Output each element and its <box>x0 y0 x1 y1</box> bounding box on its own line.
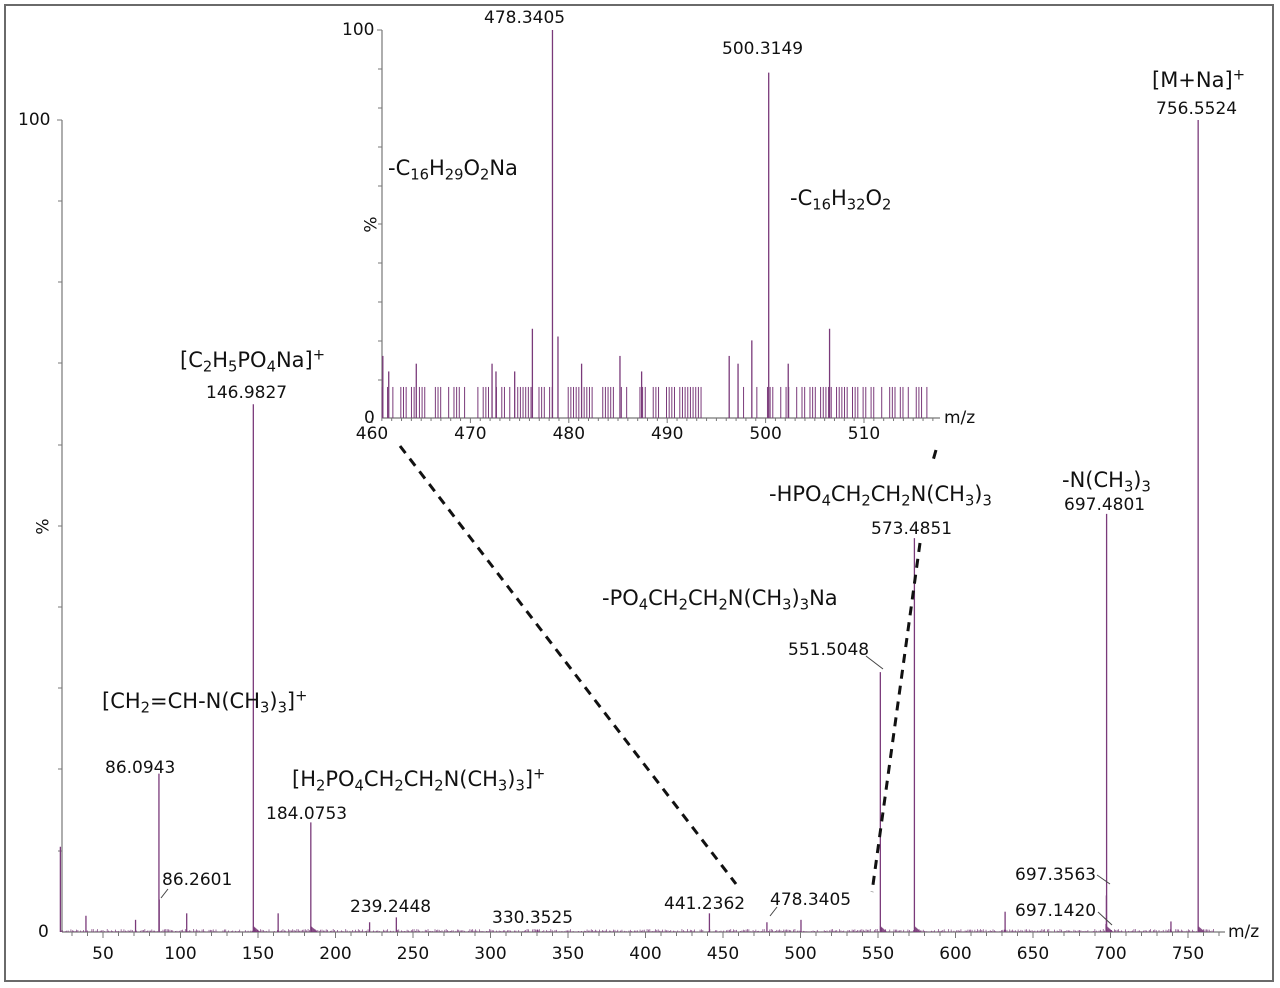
annotation-ch2-ch-n-ch3-3: [CH2=CH-N(CH3)3]+ <box>102 687 308 717</box>
x-tick-label: 350 <box>551 944 585 964</box>
label-leaders <box>160 655 1113 926</box>
inset-y-zero-label: 0 <box>364 408 375 428</box>
main-y-axis-label: % <box>33 518 54 535</box>
main-x-axis-label: m/z <box>1228 922 1260 942</box>
peak-label-86-0943: 86.0943 <box>105 758 176 778</box>
main-peaks <box>59 120 1216 932</box>
peak-label-573-4851: 573.4851 <box>871 519 953 539</box>
inset-x-axis <box>371 417 940 423</box>
main-y-top-label: 100 <box>18 110 51 130</box>
x-tick-label: 480 <box>552 424 586 444</box>
inset-y-axis-label: % <box>361 216 382 233</box>
inset-annotation-c16h32o2: -C16H32O2 <box>790 186 892 214</box>
x-tick-label: 450 <box>706 944 740 964</box>
inset-x-axis-label: m/z <box>944 408 976 428</box>
x-tick-label: 400 <box>629 944 662 964</box>
x-tick-label: 700 <box>1094 944 1127 964</box>
peak-label-441-2362: 441.2362 <box>664 894 746 914</box>
peak-label-184-0753: 184.0753 <box>266 804 348 824</box>
annotation-loss-n-ch3-3: -N(CH3)3 <box>1062 468 1151 496</box>
inset-y-axis <box>377 29 383 418</box>
annotation-h2po4-choline: [H2PO4CH2CH2N(CH3)3]+ <box>292 765 546 795</box>
inset-peaks <box>381 30 928 418</box>
peak-label-86-2601: 86.2601 <box>162 870 233 890</box>
peak-label-478-3405: 478.3405 <box>770 890 852 910</box>
x-tick-label: 150 <box>241 944 275 964</box>
peak-label-330-3525: 330.3525 <box>492 908 574 928</box>
x-tick-label: 650 <box>1016 944 1050 964</box>
inset-peak-label-500-3149: 500.3149 <box>722 39 804 59</box>
inset-annotation-c16h29o2na: -C16H29O2Na <box>388 156 518 184</box>
x-tick-label: 300 <box>474 944 507 964</box>
main-x-axis <box>62 931 1225 938</box>
annotation-m-na: [M+Na]+ <box>1152 66 1245 92</box>
x-tick-label: 490 <box>650 424 684 444</box>
peak-label-146-9827: 146.9827 <box>206 383 288 403</box>
peak-label-697-1420: 697.1420 <box>1015 901 1097 921</box>
x-tick-label: 470 <box>454 424 487 444</box>
peak-label-239-2448: 239.2448 <box>350 897 432 917</box>
zoom-guide-lines <box>398 445 938 893</box>
x-tick-label: 200 <box>319 944 352 964</box>
main-y-axis <box>57 119 63 932</box>
peak-label-756-5524: 756.5524 <box>1156 99 1238 119</box>
main-y-zero-label: 0 <box>38 922 49 942</box>
inset-peak-label-478-3405: 478.3405 <box>484 8 566 28</box>
annotation-loss-hpo4-choline: -HPO4CH2CH2N(CH3)3 <box>769 482 992 510</box>
x-tick-label: 510 <box>847 424 881 444</box>
peak-label-551-5048: 551.5048 <box>788 640 870 660</box>
peak-label-697-3563: 697.3563 <box>1015 865 1097 885</box>
peak-label-697-4801: 697.4801 <box>1064 495 1146 515</box>
x-tick-label: 100 <box>164 944 197 964</box>
x-tick-label: 550 <box>861 944 895 964</box>
annotation-loss-po4-choline-na: -PO4CH2CH2N(CH3)3Na <box>602 586 838 614</box>
x-tick-label: 250 <box>396 944 430 964</box>
x-tick-label: 460 <box>355 424 389 444</box>
x-tick-label: 750 <box>1171 944 1205 964</box>
x-tick-label: 600 <box>939 944 972 964</box>
annotation-c2h5po4na: [C2H5PO4Na]+ <box>180 346 326 376</box>
x-tick-label: 500 <box>784 944 817 964</box>
inset-y-top-label: 100 <box>342 20 375 40</box>
x-tick-label: 500 <box>749 424 782 444</box>
x-tick-label: 50 <box>92 944 114 964</box>
figure-frame <box>4 4 1274 982</box>
